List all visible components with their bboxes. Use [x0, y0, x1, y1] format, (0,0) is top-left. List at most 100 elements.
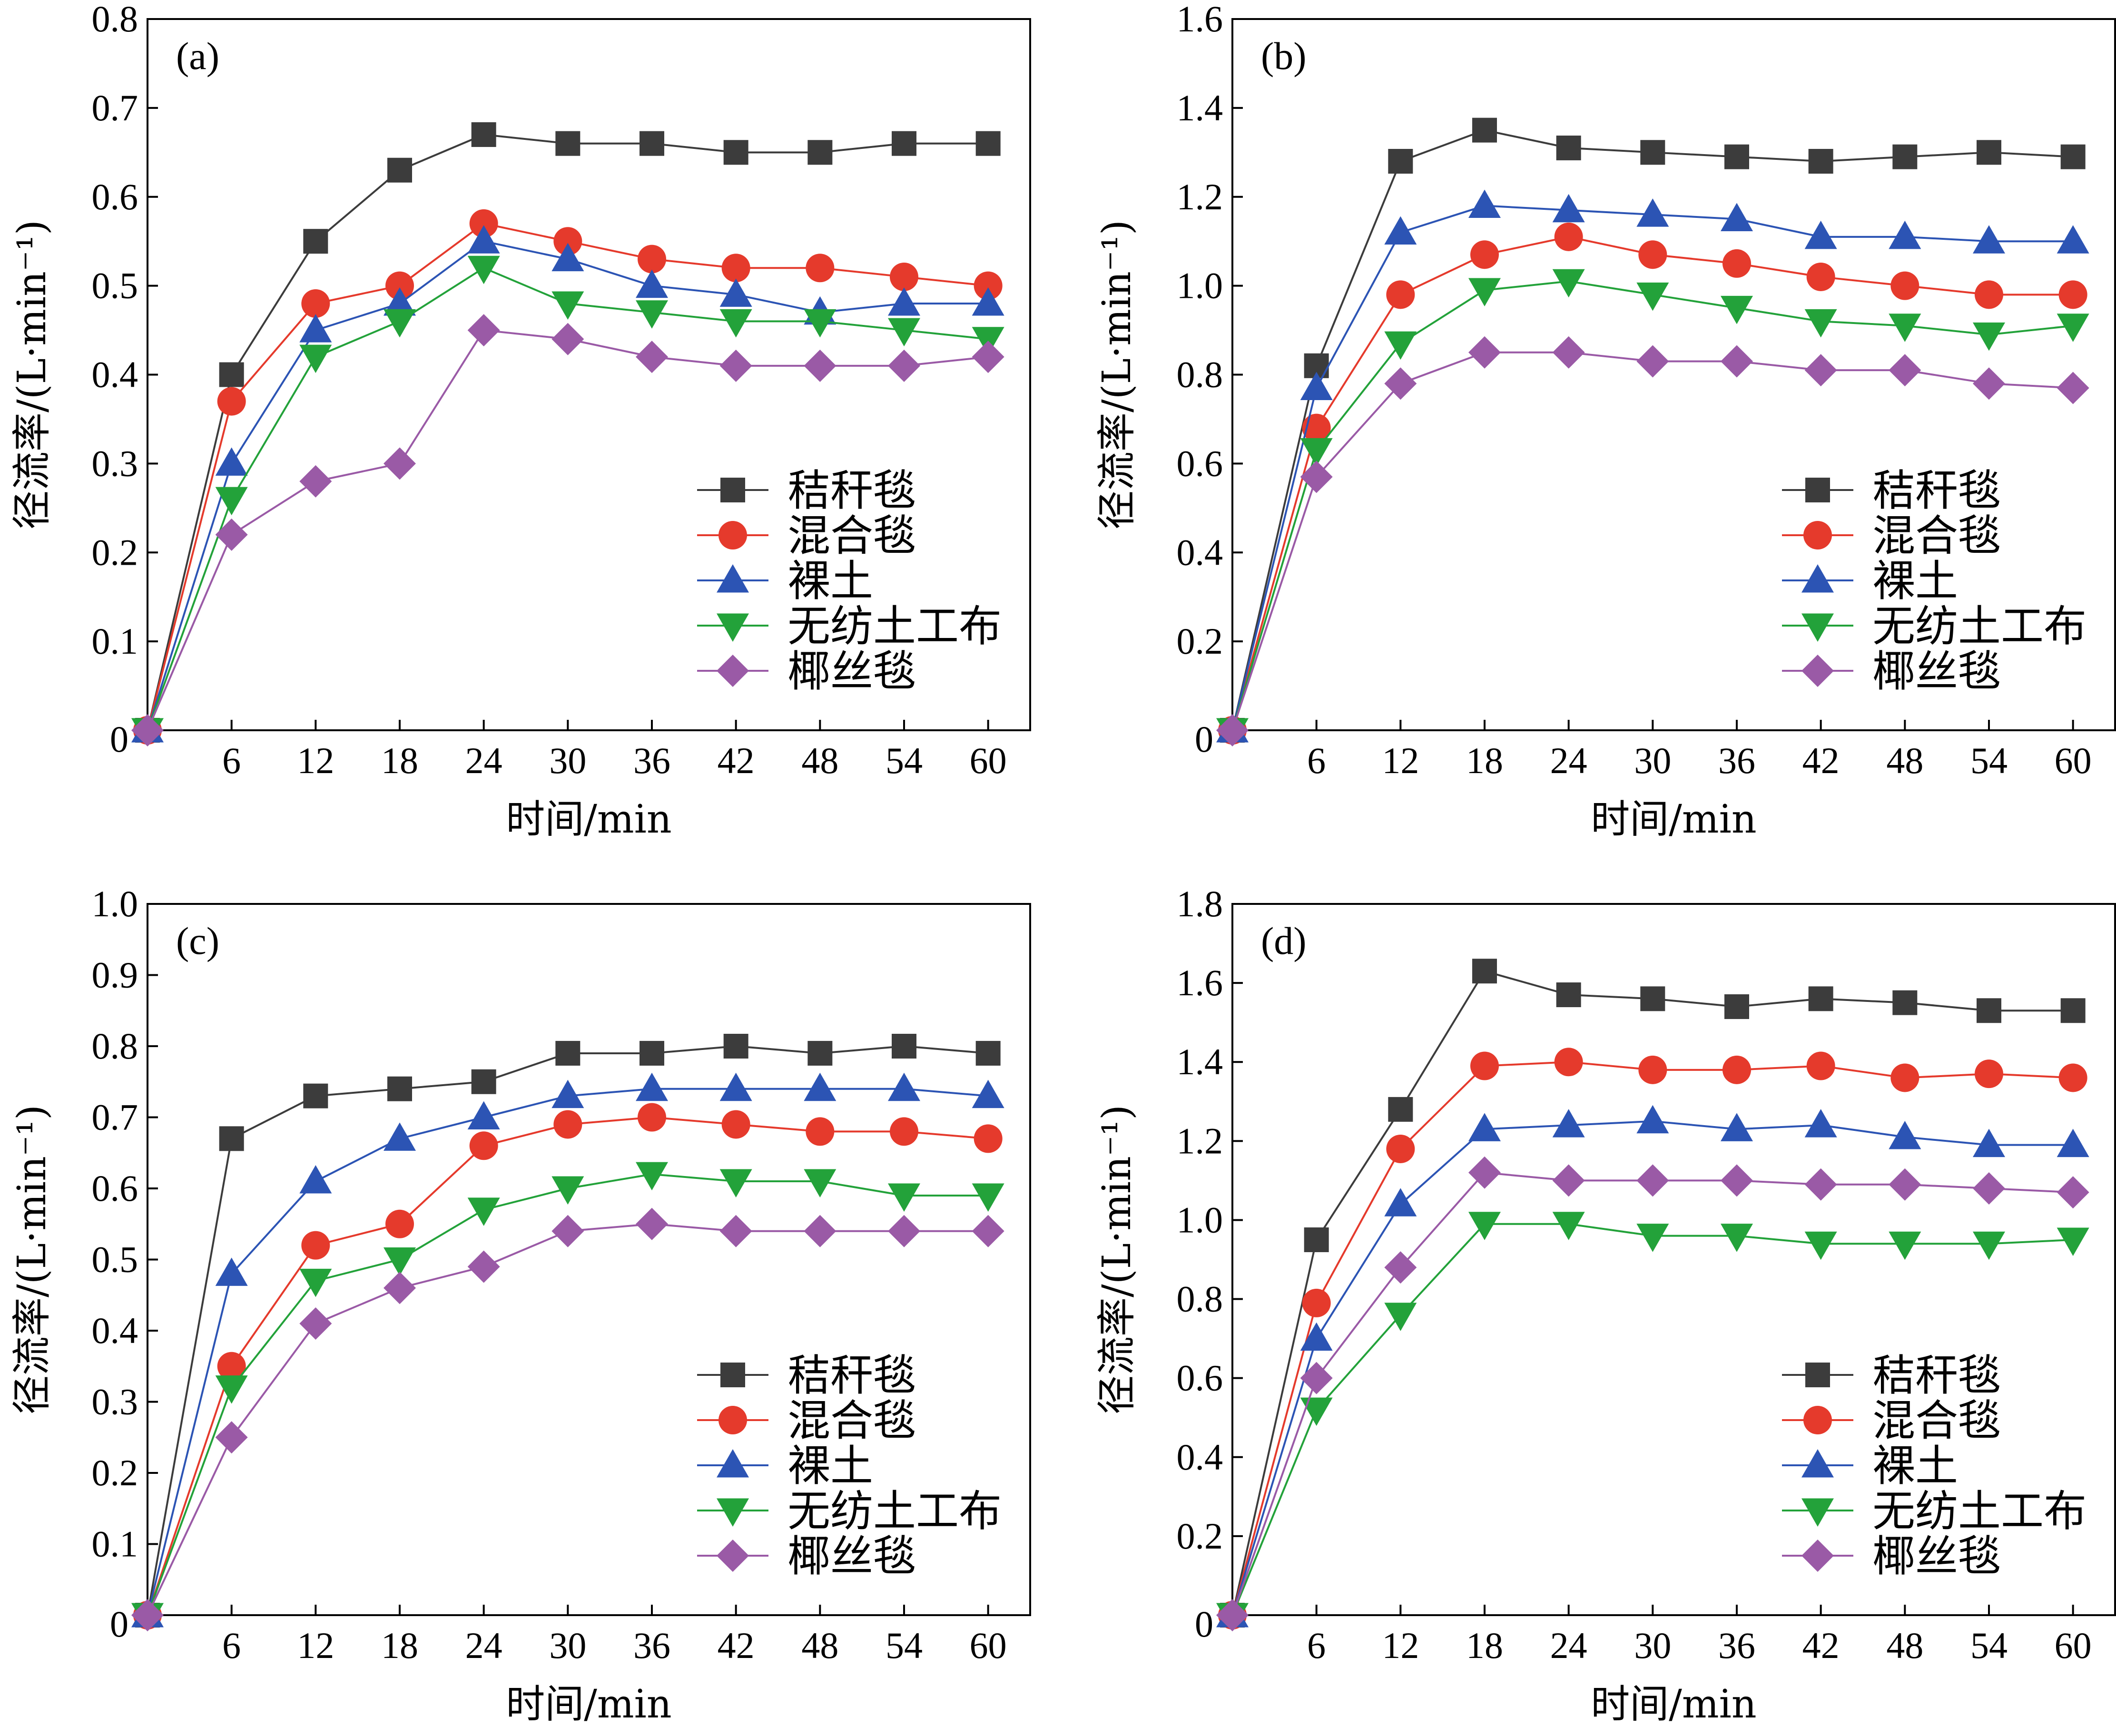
legend-marker	[717, 564, 749, 593]
data-point	[1468, 336, 1501, 369]
data-point	[719, 349, 752, 382]
legend-label: 裸土	[787, 1441, 873, 1491]
data-point	[303, 229, 328, 254]
data-point	[1975, 280, 2003, 309]
y-tick-label: 1.4	[1177, 87, 1223, 128]
data-point	[131, 714, 164, 746]
x-tick-label: 48	[1886, 740, 1923, 781]
panel-label: (b)	[1261, 34, 1307, 78]
data-point	[806, 1117, 835, 1146]
data-point	[807, 140, 833, 165]
legend-marker	[720, 478, 745, 502]
data-point	[888, 1072, 920, 1101]
data-point	[636, 1072, 668, 1101]
data-point	[719, 1169, 752, 1198]
y-tick-label: 0.2	[1177, 620, 1223, 662]
x-tick-label: 36	[1718, 740, 1755, 781]
data-point	[303, 1083, 328, 1108]
data-point	[1889, 354, 1921, 387]
data-point	[1388, 1097, 1413, 1122]
y-tick-label: 1.2	[1177, 1120, 1223, 1161]
x-tick-label: 18	[381, 740, 418, 781]
x-tick-label: 42	[718, 740, 755, 781]
data-point	[972, 1183, 1004, 1212]
series-椰丝毯	[131, 1207, 1004, 1631]
data-point	[1468, 1212, 1501, 1240]
data-point	[1636, 198, 1669, 227]
x-tick-label: 24	[465, 740, 502, 781]
data-point	[2060, 998, 2086, 1023]
data-point	[1804, 1109, 1837, 1138]
data-point	[1554, 222, 1583, 251]
legend-label: 无纺土工布	[787, 601, 1002, 651]
series-裸土	[131, 1072, 1004, 1628]
data-point	[1889, 1121, 1921, 1149]
data-point	[1300, 438, 1333, 467]
x-tick-label: 60	[2055, 740, 2092, 781]
x-tick-label: 6	[1307, 740, 1326, 781]
y-tick-label: 0.6	[1177, 1357, 1223, 1399]
data-point	[1556, 135, 1581, 160]
data-point	[215, 1375, 248, 1404]
data-point	[1889, 314, 1921, 342]
y-tick-label: 0.7	[92, 87, 138, 128]
data-point	[807, 1040, 833, 1066]
data-point	[1472, 959, 1497, 984]
data-point	[1552, 1109, 1585, 1138]
legend-label: 裸土	[787, 556, 873, 606]
data-point	[1804, 309, 1837, 338]
legend-label: 秸秆毯	[1872, 1351, 2001, 1401]
x-tick-label: 18	[381, 1625, 418, 1666]
y-tick-label: 0.4	[92, 1310, 138, 1351]
x-tick-label: 48	[801, 740, 838, 781]
data-point	[219, 1126, 244, 1151]
data-point	[1552, 1164, 1585, 1197]
data-point	[804, 1072, 837, 1101]
data-point	[1721, 1224, 1753, 1252]
data-point	[1468, 189, 1501, 218]
data-point	[1468, 1113, 1501, 1141]
data-point	[384, 309, 416, 338]
legend-label: 无纺土工布	[787, 1486, 1002, 1536]
data-point	[721, 254, 750, 283]
x-tick-label: 30	[1634, 1625, 1671, 1666]
y-tick-label: 0.6	[1177, 442, 1223, 484]
data-point	[1721, 1164, 1753, 1197]
series-混合毯	[133, 1103, 1003, 1629]
data-point	[1973, 367, 2005, 400]
data-point	[215, 518, 248, 551]
data-point	[1384, 1251, 1417, 1284]
data-point	[215, 1257, 248, 1286]
y-tick-label: 0.5	[92, 265, 138, 306]
y-tick-label: 0.2	[92, 1452, 138, 1493]
data-point	[555, 1040, 581, 1066]
origin-label: 0	[110, 1603, 128, 1645]
y-tick-label: 0.6	[92, 176, 138, 217]
x-tick-label: 60	[2055, 1625, 2092, 1666]
y-tick-label: 0.3	[92, 1381, 138, 1422]
data-point	[1804, 220, 1837, 249]
legend-label: 秸秆毯	[1872, 466, 2001, 516]
x-tick-label: 12	[1382, 1625, 1419, 1666]
y-tick-label: 1.6	[1177, 962, 1223, 1003]
y-tick-label: 1.6	[1177, 0, 1223, 39]
data-point	[975, 1040, 1001, 1066]
data-point	[1892, 990, 1918, 1015]
y-tick-label: 1.2	[1177, 176, 1223, 217]
data-point	[1973, 1128, 2005, 1157]
x-tick-label: 30	[549, 740, 586, 781]
data-point	[555, 131, 581, 156]
data-point	[1300, 1322, 1333, 1351]
legend-label: 椰丝毯	[1872, 647, 2001, 696]
data-point	[467, 255, 500, 284]
data-point	[1889, 1231, 1921, 1260]
x-tick-label: 30	[549, 1625, 586, 1666]
data-point	[467, 225, 500, 254]
data-point	[1554, 1048, 1583, 1077]
data-point	[636, 341, 668, 373]
data-point	[721, 1110, 750, 1139]
series-裸土	[1216, 189, 2089, 743]
data-point	[890, 1117, 918, 1146]
data-point	[1384, 1188, 1417, 1216]
y-tick-label: 0.5	[92, 1239, 138, 1280]
